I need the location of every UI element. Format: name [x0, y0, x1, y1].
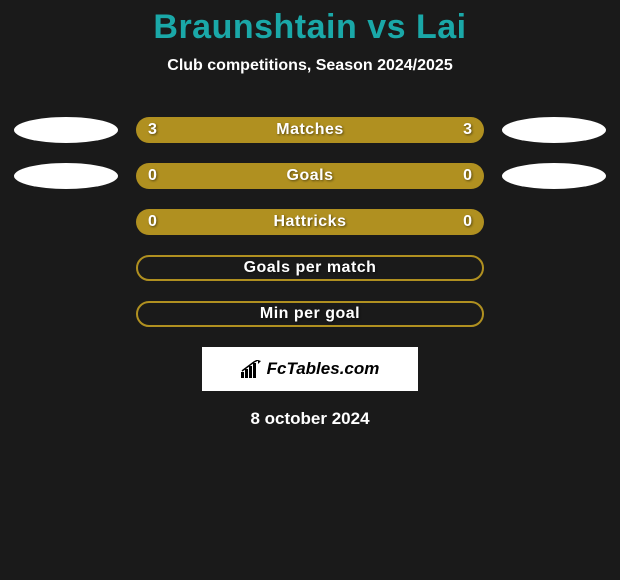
ellipse-right-icon	[502, 163, 606, 189]
stat-row: Min per goal	[0, 301, 620, 327]
stat-row: 0 Goals 0	[0, 163, 620, 189]
stat-rows: 3 Matches 3 0 Goals 0 0 Hattricks 0	[0, 117, 620, 327]
stat-left-value: 0	[148, 213, 157, 231]
page-title: Braunshtain vs Lai	[0, 8, 620, 47]
stat-left-value: 3	[148, 121, 157, 139]
ellipse-left-icon	[14, 163, 118, 189]
stat-label: Goals per match	[244, 259, 377, 277]
stat-right-value: 0	[463, 167, 472, 185]
stat-right-value: 0	[463, 213, 472, 231]
stat-bar: 3 Matches 3	[136, 117, 484, 143]
stat-left-value: 0	[148, 167, 157, 185]
stat-label: Hattricks	[274, 213, 347, 231]
ellipse-right-icon	[502, 117, 606, 143]
stat-label: Goals	[287, 167, 334, 185]
stat-bar: 0 Goals 0	[136, 163, 484, 189]
stat-bar: 0 Hattricks 0	[136, 209, 484, 235]
brand-text: FcTables.com	[267, 359, 380, 379]
stat-bar: Min per goal	[136, 301, 484, 327]
stat-label: Matches	[276, 121, 344, 139]
ellipse-left-icon	[14, 117, 118, 143]
comparison-card: Braunshtain vs Lai Club competitions, Se…	[0, 0, 620, 429]
stat-row: Goals per match	[0, 255, 620, 281]
page-subtitle: Club competitions, Season 2024/2025	[0, 57, 620, 75]
bar-chart-icon	[241, 360, 263, 378]
stat-label: Min per goal	[260, 305, 360, 323]
stat-row: 0 Hattricks 0	[0, 209, 620, 235]
stat-row: 3 Matches 3	[0, 117, 620, 143]
brand-badge: FcTables.com	[202, 347, 418, 391]
date-label: 8 october 2024	[0, 409, 620, 429]
stat-bar: Goals per match	[136, 255, 484, 281]
stat-right-value: 3	[463, 121, 472, 139]
